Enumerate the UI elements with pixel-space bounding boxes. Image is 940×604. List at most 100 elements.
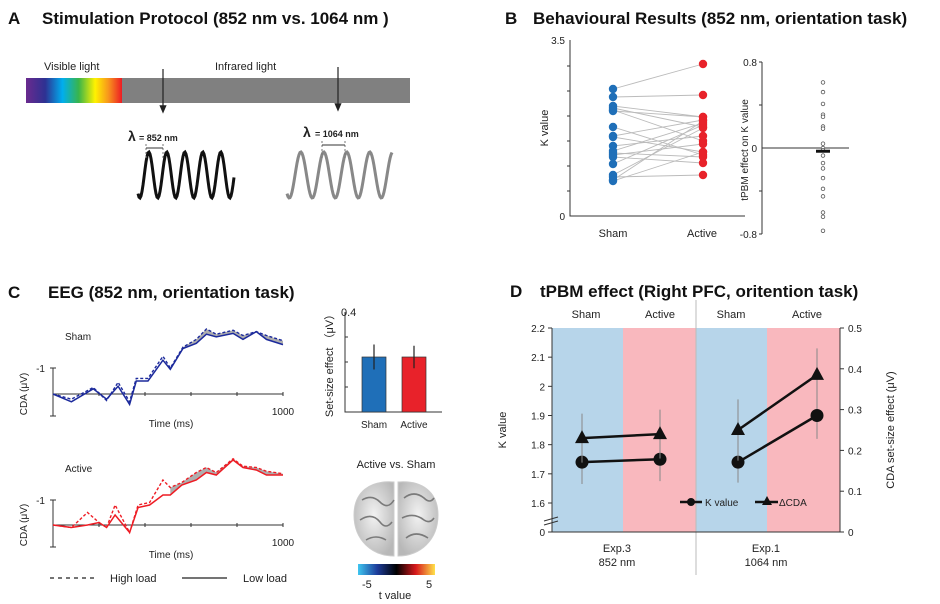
series-line bbox=[581, 432, 661, 440]
sham-point bbox=[608, 152, 618, 162]
sham-point bbox=[608, 176, 618, 186]
panel-letter: C bbox=[8, 283, 20, 302]
pair-line bbox=[612, 110, 704, 118]
effect-point bbox=[820, 166, 826, 171]
effect-point bbox=[820, 214, 826, 219]
y-axis bbox=[569, 40, 745, 217]
pair-line bbox=[612, 119, 704, 137]
y-tick-label: 0 bbox=[751, 144, 757, 155]
panel-letter: B bbox=[505, 9, 517, 28]
sham-point bbox=[608, 92, 618, 102]
pair-line bbox=[612, 120, 704, 181]
pair-line bbox=[612, 156, 704, 164]
y-tick-label-right: 0.4 bbox=[848, 365, 862, 376]
effect-point bbox=[820, 126, 826, 131]
k-value-marker bbox=[653, 452, 667, 466]
y-tick-label-left: 2.1 bbox=[531, 353, 545, 364]
y-tick-label-left: 2 bbox=[539, 382, 545, 393]
axes bbox=[551, 328, 841, 533]
legend-high-load: High load bbox=[110, 573, 156, 585]
series-line bbox=[737, 373, 818, 432]
cda-marker bbox=[575, 430, 589, 444]
effect-point bbox=[820, 210, 826, 215]
lambda-symbol: λ bbox=[128, 128, 136, 144]
y-tick-label: -0.8 bbox=[740, 230, 758, 241]
brain-image bbox=[353, 481, 439, 557]
visible-light-label: Visible light bbox=[44, 61, 99, 73]
condition-band bbox=[696, 328, 767, 532]
sham-point bbox=[608, 159, 618, 169]
condition-label: Active bbox=[65, 464, 93, 475]
sham-point bbox=[608, 84, 618, 94]
pair-line bbox=[612, 127, 704, 176]
difference-fill bbox=[170, 329, 283, 370]
high-load-line bbox=[52, 328, 284, 404]
brain-title: Active vs. Sham bbox=[357, 459, 436, 471]
y-tick-label-right: 0.2 bbox=[848, 446, 862, 457]
low-load-line bbox=[52, 459, 283, 535]
effect-point bbox=[820, 89, 826, 95]
pair-line bbox=[612, 143, 704, 156]
y-axis-label-right: CDA set-size effect (μV) bbox=[885, 371, 897, 488]
legend-cda-label: ΔCDA bbox=[779, 498, 807, 509]
legend-k-marker bbox=[687, 498, 695, 506]
group-sublabel: 1064 nm bbox=[745, 557, 788, 569]
condition-label: Active bbox=[645, 309, 675, 321]
y-tick-label-left: 1.9 bbox=[531, 412, 545, 423]
sham-point bbox=[608, 122, 618, 132]
k-value-marker bbox=[810, 409, 824, 422]
x-tick-label: 1000 bbox=[272, 538, 295, 549]
y-tick-label-left: 1.7 bbox=[531, 470, 545, 481]
series-line bbox=[737, 414, 818, 464]
sham-point bbox=[608, 132, 618, 142]
colorbar bbox=[358, 564, 435, 575]
y-tick-label-left: 2.2 bbox=[531, 324, 545, 335]
condition-label: Sham bbox=[65, 332, 91, 343]
y-tick-label-right: 0.5 bbox=[848, 324, 862, 335]
panel-a: A Stimulation Protocol (852 nm vs. 1064 … bbox=[8, 9, 410, 201]
effect-point bbox=[820, 141, 826, 146]
lambda-symbol: λ bbox=[303, 124, 311, 140]
y-tick-label-right: 0 bbox=[848, 528, 854, 539]
axis-break-icon bbox=[543, 516, 559, 526]
y-tick-label: -1 bbox=[36, 496, 45, 507]
legend-cda-marker bbox=[762, 496, 772, 505]
pair-line bbox=[612, 107, 704, 128]
y-tick-label: 0 bbox=[559, 212, 565, 223]
cda-marker bbox=[810, 366, 824, 380]
colorbar-min: -5 bbox=[362, 579, 372, 591]
y-tick-label-left: 0 bbox=[539, 528, 545, 539]
wave-852-icon bbox=[136, 149, 236, 201]
effect-point bbox=[820, 160, 826, 166]
pair-line bbox=[612, 109, 704, 142]
y-tick-label: -1 bbox=[36, 364, 45, 375]
pair-line bbox=[612, 174, 704, 178]
lambda-852-label: = 852 nm bbox=[139, 133, 178, 143]
panel-c: C EEG (852 nm, orientation task) -1 1000 T… bbox=[8, 283, 442, 602]
panel-title: Stimulation Protocol (852 nm vs. 1064 nm… bbox=[42, 9, 389, 28]
active-point bbox=[698, 59, 708, 69]
panel-letter: D bbox=[510, 282, 522, 301]
pair-line bbox=[612, 151, 704, 182]
group-sublabel: 852 nm bbox=[599, 557, 636, 569]
active-point bbox=[698, 139, 708, 149]
axes bbox=[344, 312, 442, 413]
panel-d: D tPBM effect (Right PFC, oritention tas… bbox=[497, 282, 897, 575]
wave-1064-icon bbox=[285, 150, 394, 200]
pair-line bbox=[612, 152, 704, 158]
pair-line bbox=[612, 63, 704, 90]
effect-point bbox=[820, 175, 826, 181]
pair-line bbox=[612, 94, 704, 98]
effect-point bbox=[820, 194, 826, 199]
active-point bbox=[698, 90, 708, 100]
y-tick-label-left: 1.8 bbox=[531, 441, 545, 452]
panel-letter: A bbox=[8, 9, 20, 28]
y-axis-label: CDA (μV) bbox=[19, 373, 30, 415]
y-tick-label: 0.8 bbox=[743, 58, 757, 69]
y-axis-label: Set-size effect （μV） bbox=[323, 309, 336, 417]
infrared-light-label: Infrared light bbox=[215, 61, 276, 73]
low-load-line bbox=[52, 330, 284, 407]
active-point bbox=[698, 131, 708, 141]
x-axis-label: Time (ms) bbox=[149, 550, 194, 561]
